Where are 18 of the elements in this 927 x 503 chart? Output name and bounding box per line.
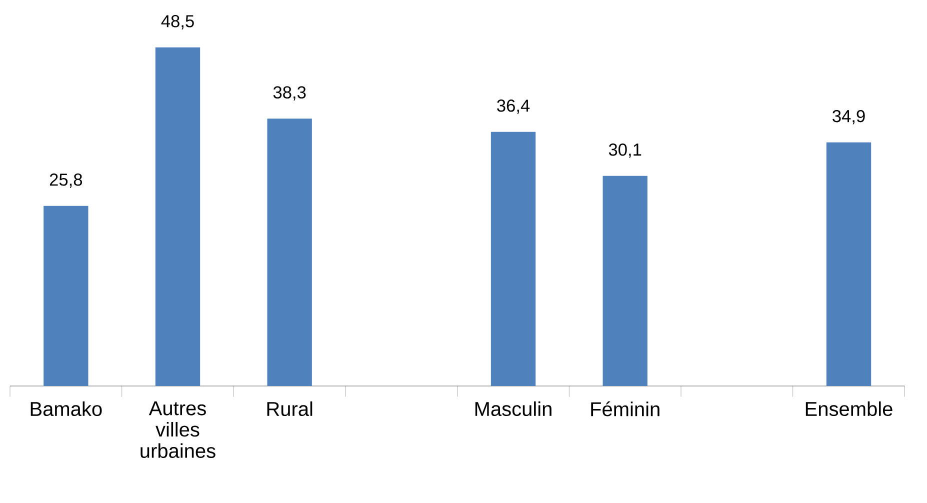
data-label: 36,4 bbox=[497, 100, 530, 114]
x-tick-label: Autres villes urbaines bbox=[140, 401, 216, 458]
bar bbox=[826, 142, 872, 386]
data-label: 38,3 bbox=[273, 86, 306, 101]
bar bbox=[267, 118, 312, 386]
bar bbox=[44, 206, 88, 386]
x-tick-label: Rural bbox=[267, 401, 312, 416]
bar bbox=[490, 132, 536, 386]
bar bbox=[602, 176, 648, 386]
x-tick-label: Féminin bbox=[591, 401, 660, 416]
data-label: 30,1 bbox=[608, 143, 642, 158]
bar bbox=[155, 47, 200, 386]
x-tick-label: Masculin bbox=[475, 401, 552, 416]
data-label: 48,5 bbox=[161, 15, 194, 30]
x-tick-label: Bamako bbox=[30, 401, 102, 416]
x-tick-label: Ensemble bbox=[806, 401, 892, 416]
data-label: 25,8 bbox=[50, 174, 82, 188]
data-label: 34,9 bbox=[832, 110, 865, 124]
